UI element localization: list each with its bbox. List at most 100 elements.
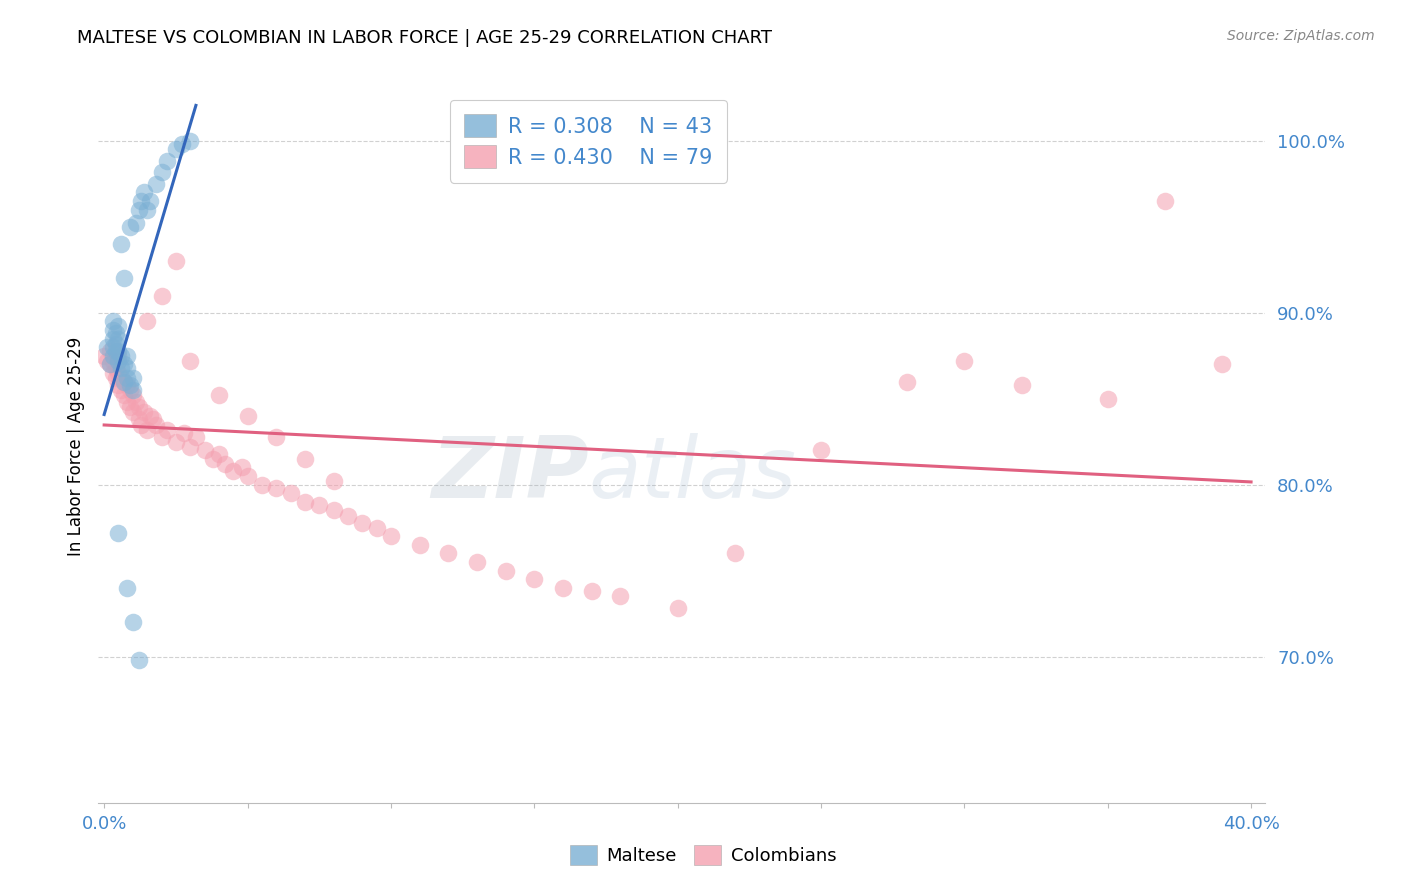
Point [1154, 194, 1177, 208]
Point [96, 340, 118, 354]
Point [128, 653, 150, 667]
Point [101, 314, 124, 328]
Text: MALTESE VS COLOMBIAN IN LABOR FORCE | AGE 25-29 CORRELATION CHART: MALTESE VS COLOMBIAN IN LABOR FORCE | AG… [77, 29, 772, 46]
Point [104, 326, 127, 341]
Point [112, 357, 135, 371]
Point [98, 343, 121, 358]
Point [115, 395, 138, 409]
Point [609, 590, 631, 604]
Point [953, 354, 976, 368]
Point [125, 395, 148, 409]
Point [465, 555, 488, 569]
Point [222, 464, 245, 478]
Point [115, 371, 138, 385]
Point [202, 451, 225, 466]
Point [352, 516, 374, 530]
Point [128, 202, 150, 217]
Point [150, 165, 173, 179]
Point [280, 486, 302, 500]
Point [107, 349, 129, 363]
Point [115, 360, 138, 375]
Point [107, 366, 129, 380]
Point [101, 340, 124, 354]
Point [150, 429, 173, 443]
Point [101, 332, 124, 346]
Legend: Maltese, Colombians: Maltese, Colombians [561, 836, 845, 874]
Point [165, 254, 187, 268]
Point [112, 388, 135, 402]
Point [724, 546, 747, 560]
Point [437, 546, 460, 560]
Point [98, 357, 121, 371]
Point [408, 538, 430, 552]
Point [112, 375, 135, 389]
Point [214, 457, 236, 471]
Point [165, 142, 187, 156]
Point [104, 336, 127, 351]
Point [125, 216, 148, 230]
Point [896, 375, 918, 389]
Point [107, 332, 129, 346]
Point [98, 357, 121, 371]
Point [121, 615, 143, 630]
Point [101, 366, 124, 380]
Point [179, 354, 201, 368]
Point [93, 349, 115, 363]
Point [118, 401, 141, 415]
Point [666, 601, 689, 615]
Point [142, 412, 165, 426]
Point [107, 319, 129, 334]
Point [121, 388, 143, 402]
Point [104, 371, 127, 385]
Point [145, 417, 167, 432]
Point [110, 371, 132, 385]
Legend: R = 0.308    N = 43, R = 0.430    N = 79: R = 0.308 N = 43, R = 0.430 N = 79 [450, 100, 727, 183]
Point [121, 383, 143, 397]
Point [179, 134, 201, 148]
Point [208, 447, 231, 461]
Point [193, 443, 215, 458]
Point [336, 508, 359, 523]
Point [264, 429, 287, 443]
Point [107, 378, 129, 392]
Point [118, 219, 141, 234]
Point [136, 314, 159, 328]
Point [173, 426, 195, 441]
Point [101, 323, 124, 337]
Point [523, 572, 546, 586]
Point [581, 584, 603, 599]
Text: ZIP: ZIP [430, 433, 589, 516]
Point [110, 360, 132, 375]
Point [139, 409, 162, 423]
Point [136, 423, 159, 437]
Point [96, 354, 118, 368]
Point [165, 434, 187, 449]
Point [136, 202, 159, 217]
Point [294, 451, 316, 466]
Point [112, 271, 135, 285]
Point [118, 378, 141, 392]
Point [104, 360, 127, 375]
Point [115, 349, 138, 363]
Point [110, 349, 132, 363]
Point [121, 371, 143, 385]
Point [107, 525, 129, 540]
Point [107, 343, 129, 358]
Point [322, 475, 344, 489]
Point [1097, 392, 1119, 406]
Point [156, 154, 179, 169]
Point [551, 581, 574, 595]
Point [231, 460, 253, 475]
Point [184, 429, 207, 443]
Point [101, 349, 124, 363]
Point [495, 564, 517, 578]
Point [112, 375, 135, 389]
Text: atlas: atlas [589, 433, 797, 516]
Point [236, 469, 259, 483]
Point [322, 503, 344, 517]
Point [128, 412, 150, 426]
Point [179, 440, 201, 454]
Point [107, 354, 129, 368]
Point [131, 194, 153, 208]
Text: Source: ZipAtlas.com: Source: ZipAtlas.com [1227, 29, 1375, 43]
